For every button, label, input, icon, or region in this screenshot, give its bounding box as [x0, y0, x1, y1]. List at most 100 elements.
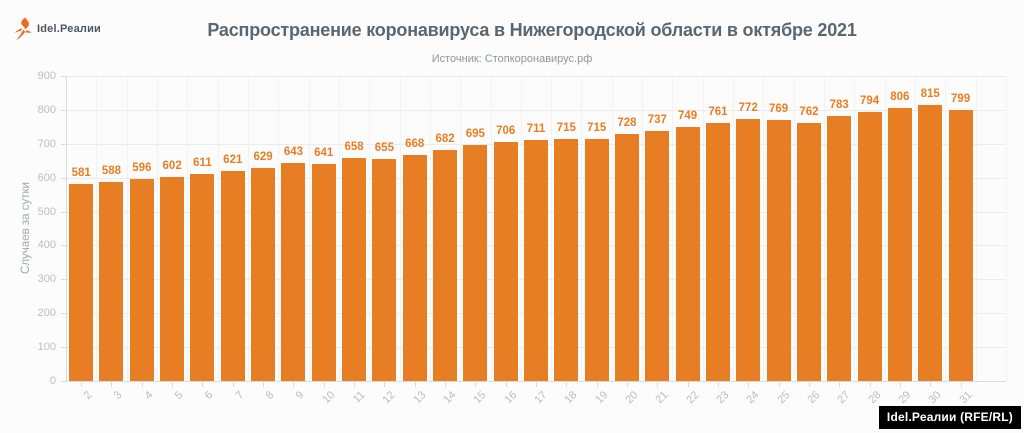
bar-value-label: 655 — [374, 142, 394, 155]
x-axis-tick — [960, 382, 962, 387]
y-axis-tick — [61, 245, 66, 247]
x-tick-label: 20 — [623, 389, 641, 407]
gridline-vertical — [551, 76, 553, 381]
gridline-vertical — [217, 76, 219, 381]
bar-day-30 — [918, 104, 943, 381]
x-axis-tick — [596, 382, 598, 387]
x-tick-label: 3 — [112, 389, 125, 402]
x-tick-label: 17 — [532, 389, 550, 407]
bar-value-label: 658 — [344, 141, 364, 153]
x-tick-label: 7 — [233, 389, 247, 402]
x-axis-tick — [778, 382, 780, 387]
gridline-vertical — [915, 76, 917, 381]
gridline-vertical — [611, 76, 613, 381]
bar-value-label: 815 — [920, 87, 940, 100]
gridline-horizontal — [66, 381, 1006, 382]
x-tick-label: 22 — [683, 389, 702, 407]
x-tick-label: 23 — [714, 389, 732, 407]
y-axis-tick — [61, 279, 66, 281]
y-axis-tick — [61, 381, 66, 382]
footer-attribution-badge: Idel.Реалии (RFE/RL) — [878, 406, 1021, 429]
bar-value-label: 761 — [708, 106, 728, 119]
bar-value-label: 588 — [101, 164, 122, 177]
bar-day-21 — [645, 131, 670, 381]
bar-day-15 — [463, 145, 488, 381]
x-axis-tick — [81, 382, 83, 387]
bar-value-label: 806 — [890, 90, 910, 103]
gridline-vertical — [187, 76, 189, 381]
gridline-vertical — [429, 76, 431, 381]
x-tick-label: 10 — [320, 389, 338, 407]
bar-value-label: 668 — [405, 137, 425, 150]
y-axis-line — [66, 76, 67, 382]
x-tick-label: 11 — [350, 389, 368, 406]
gridline-vertical — [126, 76, 128, 381]
y-axis-tick — [61, 313, 66, 315]
y-axis-tick — [61, 143, 66, 145]
torch-icon — [14, 17, 32, 41]
x-tick-label: 18 — [562, 389, 580, 407]
x-tick-label: 13 — [411, 389, 429, 407]
x-axis-tick — [323, 382, 325, 387]
x-tick-label: 30 — [926, 389, 944, 407]
x-tick-label: 9 — [294, 389, 307, 402]
x-axis-tick — [293, 382, 295, 387]
bar-value-label: 581 — [71, 167, 91, 180]
bar-day-11 — [342, 158, 367, 381]
bar-value-label: 706 — [496, 124, 516, 137]
bar-value-label: 629 — [253, 150, 273, 163]
gridline-vertical — [338, 76, 340, 381]
bar-day-29 — [887, 107, 912, 381]
x-tick-label: 21 — [653, 389, 671, 407]
bar-day-9 — [281, 163, 306, 381]
bar-day-8 — [251, 167, 276, 381]
bar-day-6 — [190, 173, 215, 381]
y-tick-label: 200 — [37, 307, 56, 320]
bar-value-label: 621 — [223, 153, 243, 166]
x-tick-label: 12 — [380, 389, 398, 407]
bar-day-19 — [584, 138, 609, 381]
gridline-vertical — [854, 76, 856, 381]
x-axis-tick — [354, 382, 356, 387]
gridline-vertical — [156, 76, 158, 381]
bar-value-label: 715 — [556, 121, 576, 134]
bar-day-22 — [675, 127, 700, 381]
bar-day-12 — [372, 159, 397, 381]
bar-day-16 — [493, 141, 518, 381]
brand-logo-text: Idel.Реалии — [37, 23, 102, 35]
bar-value-label: 682 — [435, 132, 455, 145]
bar-day-31 — [948, 110, 973, 381]
x-axis-tick — [232, 382, 234, 387]
x-axis-tick — [808, 382, 810, 387]
gridline-vertical — [1006, 76, 1007, 381]
bar-day-27 — [827, 115, 852, 381]
bar-value-label: 641 — [314, 146, 334, 159]
x-tick-label: 5 — [172, 389, 186, 402]
gridline-vertical — [247, 76, 249, 381]
x-axis-tick — [384, 382, 386, 387]
x-axis-tick — [748, 382, 750, 387]
bar-value-label: 602 — [162, 159, 182, 172]
bar-value-label: 695 — [465, 128, 485, 141]
bar-day-23 — [705, 123, 730, 381]
x-axis-tick — [141, 382, 143, 387]
bar-day-10 — [311, 163, 336, 381]
x-axis-tick — [414, 382, 416, 387]
x-tick-label: 26 — [805, 389, 823, 407]
x-axis-tick — [111, 382, 113, 387]
x-axis-tick — [869, 382, 871, 387]
bar-day-26 — [796, 122, 821, 381]
x-axis-tick — [626, 382, 628, 387]
y-tick-label: 300 — [37, 273, 56, 286]
x-tick-label: 24 — [744, 389, 762, 407]
bar-value-label: 772 — [738, 102, 758, 115]
bar-day-28 — [857, 111, 882, 381]
gridline-vertical — [793, 76, 795, 381]
gridline-vertical — [824, 76, 826, 381]
x-axis-tick — [505, 382, 507, 387]
x-axis-tick — [839, 382, 841, 387]
bar-day-5 — [160, 176, 185, 381]
gridline-vertical — [581, 76, 583, 381]
gridline-vertical — [490, 76, 492, 381]
